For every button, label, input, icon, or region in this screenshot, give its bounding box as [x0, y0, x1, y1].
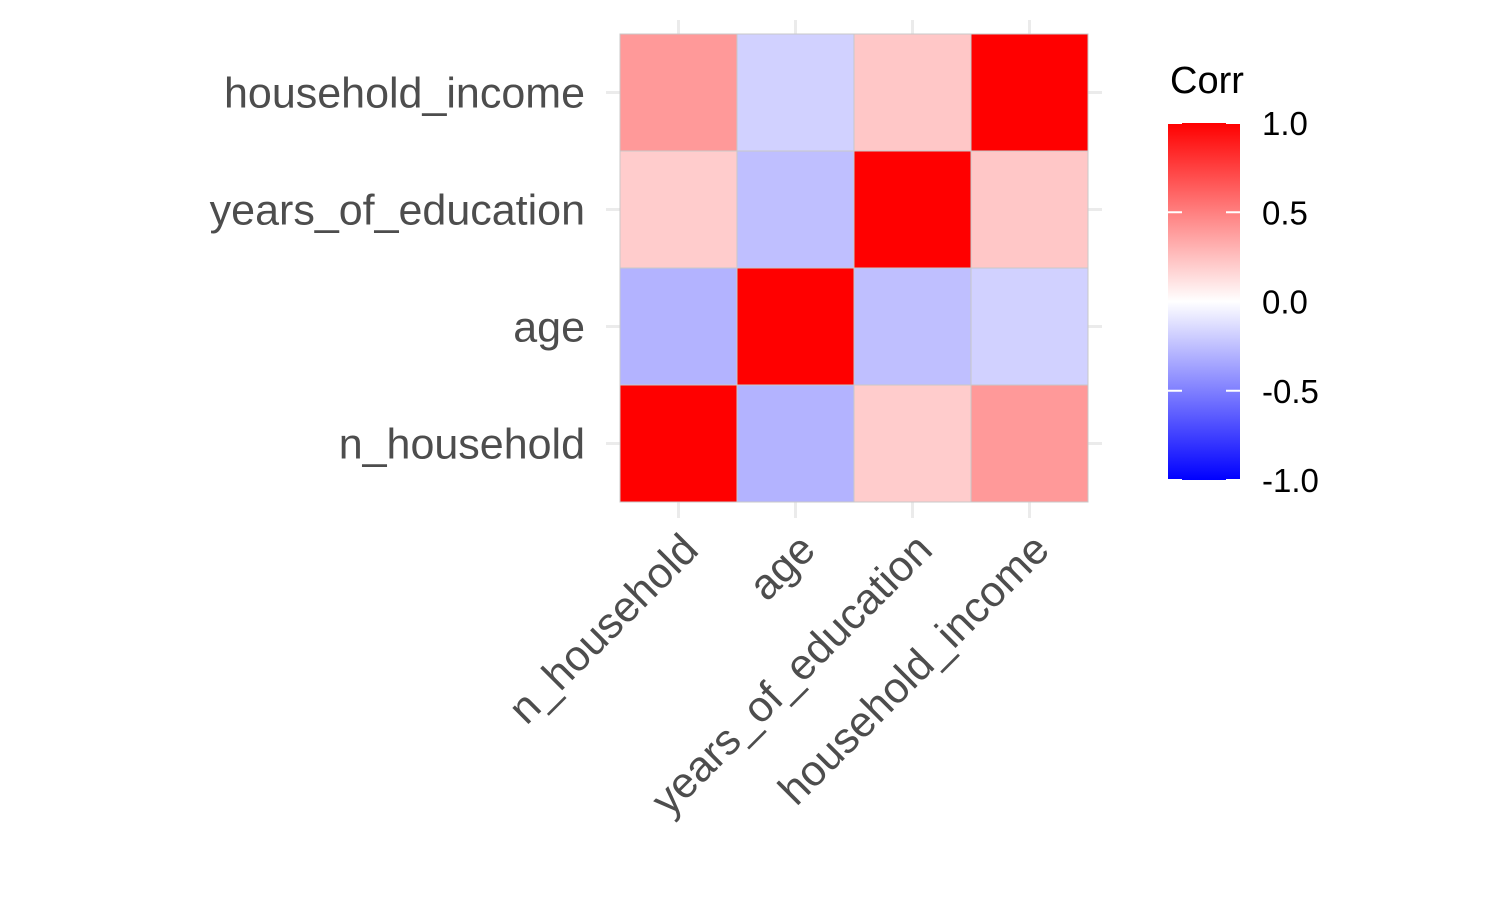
y-axis-tick-labels: n_household age years_of_education househol… [210, 70, 585, 469]
heatmap-cell-age-household_income [970, 267, 1089, 386]
legend-tick-label: 1.0 [1262, 105, 1308, 142]
heatmap-cell-age-years_of_education [853, 267, 972, 386]
y-tick-label: n_household [339, 421, 585, 469]
legend-tick-label: -0.5 [1262, 373, 1319, 410]
heatmap-cell-household_income-age [736, 33, 855, 152]
y-tick-label: years_of_education [210, 187, 585, 235]
heatmap-cell-n_household-years_of_education [853, 384, 972, 503]
heatmap-cell-household_income-n_household [619, 33, 738, 152]
x-tick-label: n_household [499, 525, 707, 733]
heatmap-cell-n_household-household_income [970, 384, 1089, 503]
legend-tick-label: 0.5 [1262, 194, 1308, 231]
heatmap-cell-n_household-n_household [619, 384, 738, 503]
y-tick-label: age [513, 304, 585, 352]
x-axis-tick-labels: n_household ageyears_of_educationhousehol… [499, 525, 1058, 824]
heatmap-cell-years_of_education-n_household [619, 150, 738, 269]
legend: Corr 1.0 0.5 0.0 -0.5 -1.0 [1168, 60, 1319, 499]
y-tick-label: household_income [224, 70, 585, 118]
heatmap-cell-household_income-years_of_education [853, 33, 972, 152]
heatmap-cell-years_of_education-years_of_education [853, 150, 972, 269]
heatmap-cell-household_income-household_income [970, 33, 1089, 152]
heatmap-cell-years_of_education-age [736, 150, 855, 269]
heatmap-cell-age-age [736, 267, 855, 386]
heatmap-cell-n_household-age [736, 384, 855, 503]
heatmap-cell-age-n_household [619, 267, 738, 386]
legend-tick-label: 0.0 [1262, 284, 1308, 321]
legend-tick-label: -1.0 [1262, 462, 1319, 499]
legend-ticks: 1.0 0.5 0.0 -0.5 -1.0 [1168, 105, 1319, 499]
x-tick-label: age [740, 525, 825, 610]
legend-title: Corr [1170, 60, 1244, 102]
heatmap-tiles [619, 33, 1089, 503]
heatmap-cell-years_of_education-household_income [970, 150, 1089, 269]
